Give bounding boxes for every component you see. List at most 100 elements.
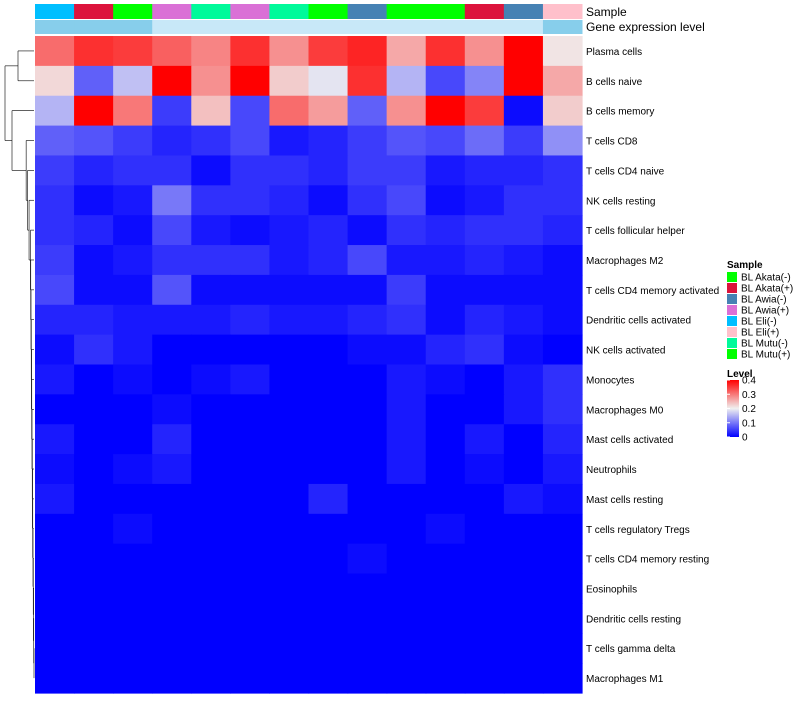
heatmap-cell — [269, 65, 310, 97]
heatmap-cell — [503, 185, 544, 216]
heatmap-cell — [191, 573, 231, 605]
heatmap-cell — [464, 394, 505, 425]
heatmap-cell — [347, 454, 388, 485]
heatmap-cell — [542, 304, 583, 336]
heatmap-cell — [269, 304, 310, 336]
row-dendrogram — [4, 50, 35, 679]
heatmap-cell — [425, 185, 466, 216]
sample-legend-label: BL Akata(-) — [741, 273, 791, 284]
heatmap-cell — [35, 573, 75, 605]
sample-legend-label: BL Awia(-) — [741, 295, 787, 306]
heatmap-cell — [74, 424, 114, 455]
heatmap-cell — [113, 573, 153, 605]
heatmap-cell — [386, 95, 427, 127]
heatmap-cell — [113, 334, 153, 366]
heatmap-cell — [74, 633, 114, 664]
heatmap-cell — [152, 185, 192, 216]
sample-annotation-cell — [152, 4, 192, 19]
heatmap-cell — [74, 483, 114, 515]
heatmap-cell — [113, 543, 153, 575]
heatmap-cell — [152, 304, 192, 336]
heatmap-cell — [386, 185, 427, 216]
heatmap-cell — [347, 573, 388, 605]
heatmap-cell — [230, 334, 271, 366]
heatmap-cell — [152, 155, 192, 186]
heatmap-cell — [425, 633, 466, 664]
heatmap-cell — [191, 633, 231, 664]
level-tick-label: 0 — [742, 433, 748, 444]
row-label: Mast cells activated — [586, 435, 673, 446]
gene-expression-annotation-cell — [386, 20, 427, 34]
heatmap-cell — [386, 245, 427, 276]
heatmap-cell — [230, 573, 271, 605]
sample-legend-swatch — [727, 349, 737, 359]
row-label: Plasma cells — [586, 47, 642, 58]
heatmap-cell — [191, 274, 231, 306]
heatmap-cell — [269, 185, 310, 216]
row-label: T cells regulatory Tregs — [586, 525, 690, 536]
heatmap-cell — [425, 274, 466, 306]
row-label: Macrophages M2 — [586, 256, 664, 267]
heatmap-cell — [269, 36, 310, 67]
heatmap-cell — [503, 394, 544, 425]
heatmap-cell — [503, 663, 544, 694]
heatmap-cell — [347, 65, 388, 97]
row-label: Neutrophils — [586, 465, 637, 476]
heatmap-cell — [152, 663, 192, 694]
heatmap-cell — [74, 65, 114, 97]
heatmap-cell — [425, 36, 466, 67]
heatmap-cell — [542, 155, 583, 186]
heatmap-cell — [113, 65, 153, 97]
gene-expression-annotation-bar — [35, 20, 583, 34]
heatmap-cell — [152, 274, 192, 306]
heatmap-cell — [113, 185, 153, 216]
sample-annotation-bar — [35, 4, 583, 19]
heatmap-cell — [35, 543, 75, 575]
heatmap-cell — [152, 573, 192, 605]
row-label: T cells follicular helper — [586, 226, 685, 237]
heatmap-cell — [308, 95, 349, 127]
heatmap-cell — [347, 95, 388, 127]
heatmap-cell — [386, 215, 427, 246]
heatmap-cell — [191, 483, 231, 515]
heatmap-cell — [503, 513, 544, 545]
heatmap-cell — [347, 245, 388, 276]
heatmap-cell — [425, 215, 466, 246]
heatmap-cell — [464, 36, 505, 67]
heatmap-cell — [35, 245, 75, 276]
sample-annotation-label: Sample — [586, 5, 627, 19]
heatmap-cell — [464, 603, 505, 634]
heatmap-cell — [74, 125, 114, 157]
heatmap-cell — [386, 573, 427, 605]
sample-legend-label: BL Mutu(-) — [741, 339, 788, 350]
heatmap-cell — [503, 633, 544, 664]
heatmap-cell — [191, 394, 231, 425]
heatmap-cell — [191, 364, 231, 395]
heatmap-cell — [347, 185, 388, 216]
heatmap-cell — [503, 215, 544, 246]
heatmap-cell — [386, 36, 427, 67]
sample-annotation-cell — [269, 4, 309, 19]
heatmap-cell — [230, 155, 271, 186]
heatmap-cell — [113, 633, 153, 664]
heatmap-cell — [386, 424, 427, 455]
heatmap-cell — [542, 663, 583, 694]
heatmap-cell — [113, 245, 153, 276]
heatmap-cell — [347, 155, 388, 186]
heatmap-cell — [230, 424, 271, 455]
heatmap-cell — [425, 125, 466, 157]
heatmap-cell — [152, 125, 192, 157]
sample-legend-swatch — [727, 294, 737, 304]
heatmap-cell — [542, 424, 583, 455]
heatmap-cell — [425, 364, 466, 395]
heatmap-cell — [425, 663, 466, 694]
heatmap-cell — [542, 125, 583, 157]
heatmap-cell — [113, 454, 153, 485]
heatmap-cell — [503, 304, 544, 336]
heatmap-cell — [386, 483, 427, 515]
heatmap-cell — [464, 663, 505, 694]
gene-expression-annotation-cell — [347, 20, 388, 34]
heatmap-cell — [191, 65, 231, 97]
heatmap-cell — [230, 65, 271, 97]
heatmap-cell — [35, 304, 75, 336]
